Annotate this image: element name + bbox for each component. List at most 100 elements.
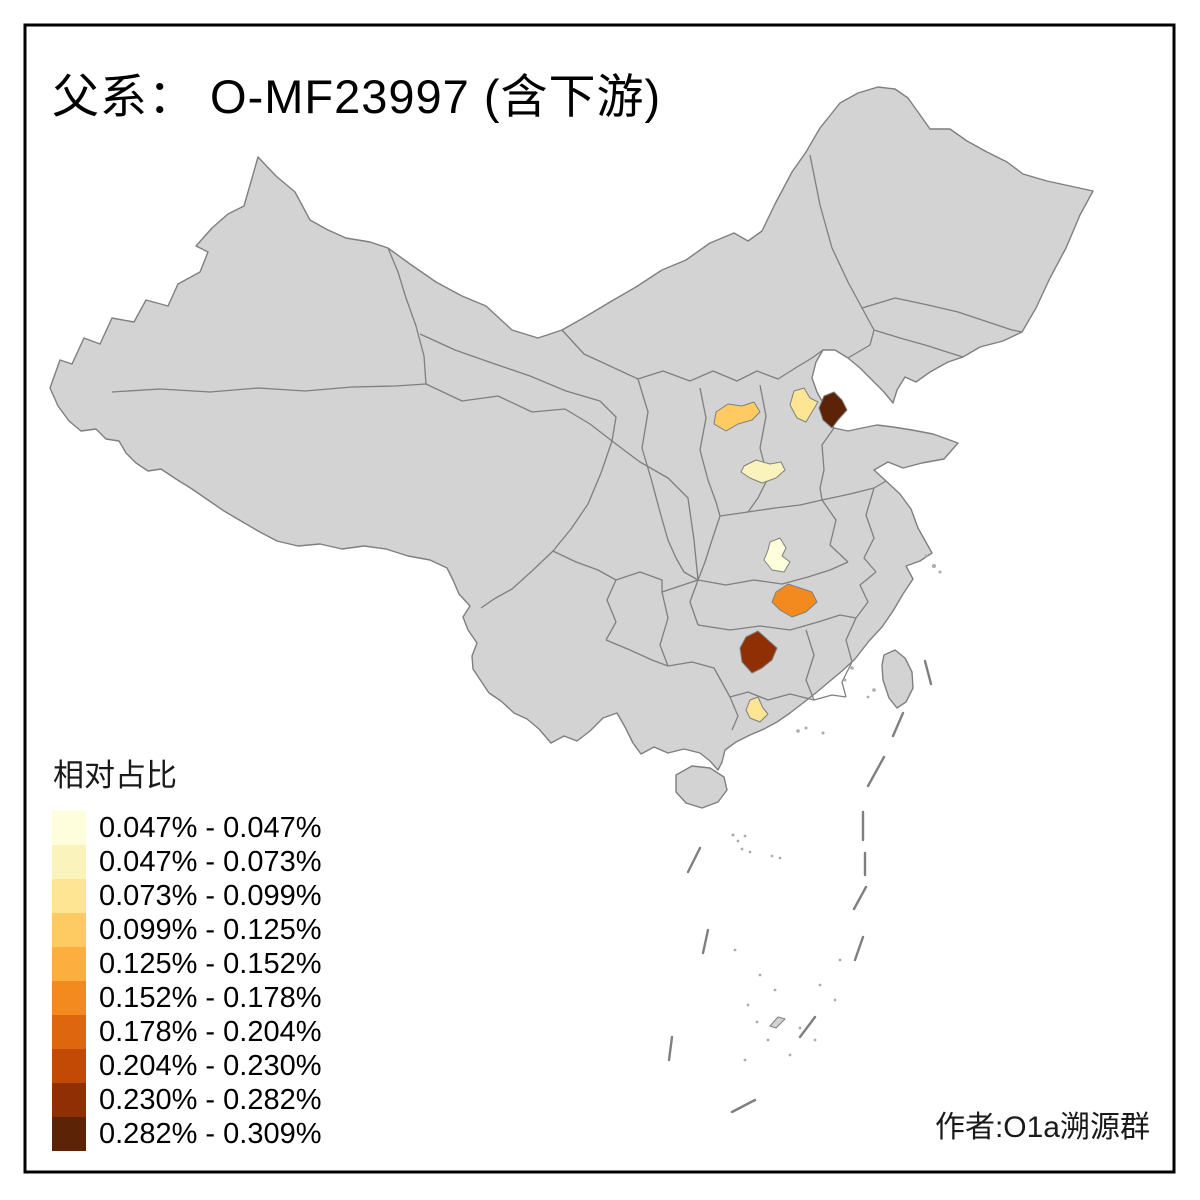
taiwan-island [881, 649, 914, 709]
province-border [729, 696, 739, 731]
island-dot [770, 854, 774, 858]
mainland-outline [49, 86, 1094, 771]
island-islet [769, 1016, 786, 1029]
province-border [805, 629, 815, 701]
highlighted-region-henan-central [763, 537, 791, 573]
province-border [821, 499, 849, 563]
province-border [552, 550, 617, 581]
legend-label: 0.047% - 0.047% [99, 811, 322, 844]
province-border [819, 427, 835, 501]
highlighted-region-shanxi-south [740, 459, 786, 484]
province-border [637, 378, 699, 581]
legend-row: 0.047% - 0.047% [52, 811, 321, 845]
island-dot [766, 1038, 770, 1042]
highlighted-regions [713, 387, 848, 723]
province-border [611, 440, 699, 581]
island-dot [758, 973, 762, 977]
province-border [561, 329, 824, 382]
legend-rows: 0.047% - 0.047% 0.047% - 0.073% 0.073% - 0… [52, 811, 321, 1151]
author-credit: 作者:O1a溯源群 [934, 1111, 1150, 1144]
legend-label: 0.125% - 0.152% [99, 947, 322, 980]
highlighted-region-guangdong-north [745, 696, 769, 723]
island-dot [748, 850, 752, 854]
hainan-island [675, 765, 728, 809]
province-border [111, 383, 427, 393]
nine-dash-line-segment [852, 885, 868, 911]
province-border [689, 579, 699, 626]
island-dot [731, 833, 735, 837]
island-dot [833, 998, 837, 1002]
nine-dash-line-segment [923, 659, 933, 686]
province-borders [111, 154, 1023, 731]
nine-dash-line-segment [866, 755, 886, 788]
legend-row: 0.152% - 0.178% [52, 981, 321, 1015]
legend-row: 0.282% - 0.309% [52, 1117, 321, 1151]
legend-swatch [52, 1049, 86, 1083]
island-dot [938, 570, 942, 574]
island-dot [743, 1058, 747, 1062]
legend-swatch [52, 981, 86, 1015]
nine-dash-line [667, 659, 933, 1114]
province-border [659, 591, 669, 667]
nine-dash-line-segment [701, 928, 710, 955]
province-border [387, 247, 427, 385]
island-dot [872, 688, 876, 692]
province-border [855, 571, 877, 619]
province-border [697, 614, 857, 631]
province-border [605, 639, 669, 667]
province-border [861, 297, 1023, 333]
province-border [841, 617, 857, 698]
nine-dash-line-segment [686, 846, 702, 874]
island-dot [736, 839, 740, 843]
highlighted-region-hebei-central [789, 387, 819, 423]
legend-title: 相对占比 [53, 758, 177, 793]
legend: 相对占比 0.047% - 0.047% 0.047% - 0.073% 0.073… [52, 750, 321, 1151]
legend-swatch [52, 1015, 86, 1049]
legend-row: 0.047% - 0.073% [52, 845, 321, 879]
province-border [809, 154, 875, 359]
province-border [747, 499, 823, 513]
province-border [425, 383, 613, 442]
province-border [729, 691, 815, 701]
island-dot [932, 564, 936, 568]
legend-label: 0.073% - 0.099% [99, 879, 322, 912]
highlighted-region-hunan-central [739, 630, 778, 674]
island-dot [798, 1026, 802, 1030]
island-dots [731, 554, 942, 1062]
province-border [697, 515, 721, 581]
legend-row: 0.204% - 0.230% [52, 1049, 321, 1083]
island-dot [733, 948, 737, 952]
island-dot [821, 731, 825, 735]
province-border [667, 661, 731, 698]
island-dot [818, 983, 822, 987]
nine-dash-line-segment [667, 1035, 674, 1062]
island-dot [850, 666, 854, 670]
legend-label: 0.152% - 0.178% [99, 981, 322, 1014]
island-dot [838, 958, 842, 962]
legend-swatch [52, 845, 86, 879]
island-dot [773, 988, 777, 992]
page-title: 父系： O-MF23997 (含下游) [52, 70, 662, 123]
island-dot [778, 856, 782, 860]
island-dot [924, 554, 928, 558]
highlighted-region-shanxi-central [713, 401, 761, 432]
legend-swatch [52, 879, 86, 913]
province-border [813, 694, 847, 701]
island-dot [804, 726, 808, 730]
nine-dash-line-segment [730, 1098, 757, 1114]
province-border [863, 487, 877, 573]
province-border [719, 511, 749, 517]
island-dot [755, 1020, 759, 1024]
legend-swatch [52, 947, 86, 981]
province-border [697, 561, 849, 586]
legend-row: 0.099% - 0.125% [52, 913, 321, 947]
province-border [615, 571, 663, 592]
plot-frame [23, 23, 1176, 1174]
island-dot [740, 847, 744, 851]
province-border [605, 579, 617, 641]
legend-label: 0.282% - 0.309% [99, 1117, 322, 1150]
province-border [873, 329, 964, 358]
legend-label: 0.178% - 0.204% [99, 1015, 322, 1048]
legend-swatch [52, 1117, 86, 1151]
